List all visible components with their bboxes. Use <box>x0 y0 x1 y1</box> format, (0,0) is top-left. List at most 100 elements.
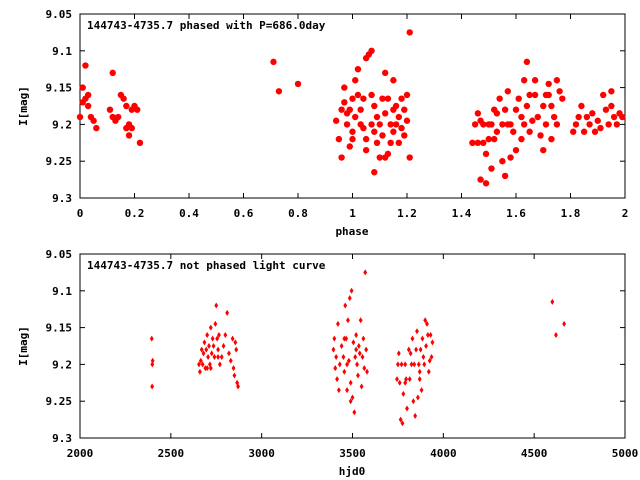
data-point <box>363 269 368 276</box>
x-axis-ticks: 0 0.2 0.4 0.6 0.8 1 1.2 1.4 1.6 1.8 2 <box>77 14 628 220</box>
data-point <box>345 387 349 394</box>
x-tick-label: 1.8 <box>561 207 581 220</box>
data-point <box>128 124 135 132</box>
data-point <box>400 420 405 427</box>
data-point <box>136 139 144 146</box>
data-point <box>414 346 419 353</box>
data-point <box>512 106 520 113</box>
data-point <box>373 139 381 146</box>
chart-title: 144743-4735.7 phased with P=686.0day <box>87 19 326 32</box>
data-point <box>215 335 220 342</box>
data-point <box>529 117 536 124</box>
data-point <box>214 302 219 309</box>
data-point <box>204 346 209 353</box>
data-point <box>586 121 593 128</box>
data-point <box>79 84 86 91</box>
data-point <box>211 343 216 349</box>
data-point <box>341 84 348 91</box>
data-point <box>236 383 240 390</box>
data-point <box>364 346 369 353</box>
data-point <box>228 357 233 364</box>
data-point <box>471 121 479 128</box>
data-point <box>591 128 599 135</box>
data-point <box>499 121 506 128</box>
data-point <box>526 91 533 99</box>
data-point <box>354 91 362 99</box>
y-tick-label: 9.2 <box>52 118 72 131</box>
data-point <box>488 121 495 128</box>
y-tick-label: 9.1 <box>52 45 72 58</box>
data-point <box>493 110 501 117</box>
phased-light-curve-panel: 144743-4735.7 phased with P=686.0day pha… <box>17 8 628 238</box>
data-point <box>520 121 528 128</box>
data-point <box>360 354 365 361</box>
data-point <box>275 88 283 95</box>
data-point <box>93 124 100 132</box>
data-point <box>349 95 356 102</box>
data-point <box>354 346 359 353</box>
data-point <box>430 339 435 346</box>
data-point <box>531 77 539 84</box>
data-point <box>353 354 358 361</box>
data-point <box>134 106 141 113</box>
y-axis-label: I[mag] <box>17 326 30 366</box>
data-point <box>368 47 375 54</box>
data-point <box>501 106 509 113</box>
y-tick-label: 9.05 <box>46 248 73 261</box>
data-point <box>510 128 517 135</box>
data-point <box>207 343 211 349</box>
chart-title: 144743-4735.7 not phased light curve <box>87 259 326 272</box>
data-point <box>398 95 405 102</box>
data-point <box>342 335 347 342</box>
data-point <box>352 113 359 121</box>
data-point <box>360 124 367 132</box>
data-point <box>341 99 348 106</box>
data-point <box>608 88 615 95</box>
data-point <box>523 102 531 110</box>
data-point <box>376 121 383 128</box>
data-point <box>341 354 346 361</box>
data-point <box>216 346 220 353</box>
data-point <box>382 69 389 77</box>
data-point <box>368 121 375 128</box>
data-point <box>600 91 607 99</box>
data-point <box>480 121 487 128</box>
data-point <box>357 106 364 113</box>
data-point <box>419 387 424 394</box>
data-point <box>395 376 399 383</box>
data-point <box>346 317 350 324</box>
data-point <box>491 135 498 143</box>
data-point <box>197 361 201 368</box>
y-tick-label: 9.05 <box>46 8 73 21</box>
data-point <box>208 365 213 372</box>
data-point <box>553 121 561 128</box>
data-point <box>76 113 84 121</box>
data-point <box>401 390 406 397</box>
data-point <box>499 158 506 165</box>
data-point <box>233 339 238 346</box>
data-point <box>397 379 402 386</box>
data-point <box>379 132 386 139</box>
y-tick-label: 9.1 <box>52 285 72 298</box>
data-point <box>223 331 228 338</box>
plot-frame <box>79 253 626 439</box>
data-point <box>390 77 397 84</box>
x-tick-label: 0 <box>77 207 84 220</box>
data-point <box>407 376 412 383</box>
data-point <box>270 58 277 66</box>
data-point <box>559 95 566 102</box>
data-point <box>406 29 413 36</box>
data-point <box>345 361 349 368</box>
data-point <box>395 361 400 368</box>
data-point <box>605 121 612 128</box>
data-point <box>583 113 591 121</box>
data-point <box>232 372 237 379</box>
data-point <box>382 154 389 161</box>
data-point <box>550 298 555 305</box>
data-point <box>520 77 528 84</box>
data-point <box>350 394 355 401</box>
data-point <box>589 110 596 117</box>
data-point <box>352 77 359 84</box>
data-point <box>234 346 239 353</box>
data-point <box>619 113 626 121</box>
